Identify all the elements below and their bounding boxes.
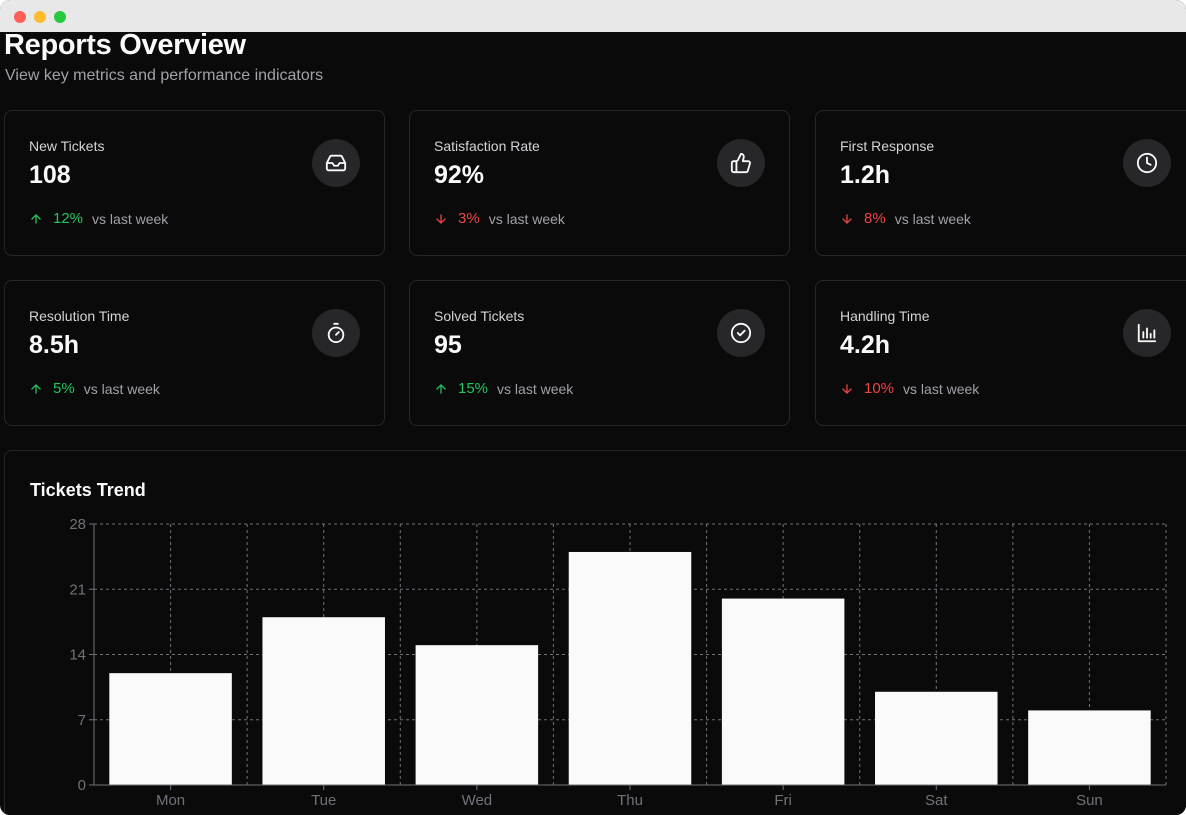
arrow-up-icon [31, 213, 41, 224]
x-tick-label: Mon [156, 792, 185, 809]
metric-change-percent: 15% [458, 380, 489, 397]
metric-value: 1.2h [840, 161, 891, 189]
metric-card-resolution-time: Resolution Time 8.5h 5% vs last week [4, 280, 385, 426]
x-tick-label: Fri [774, 792, 792, 809]
timer-icon [327, 322, 345, 344]
title-bar [0, 0, 1186, 32]
metric-change: 12% vs last week [29, 210, 168, 227]
bar-mon[interactable] [109, 673, 232, 785]
metric-value: 4.2h [840, 331, 891, 359]
metric-icon-badge [312, 309, 360, 357]
metric-icon-badge [1123, 309, 1171, 357]
tickets-trend-card: Tickets Trend 0 7 14 21 28 Mon Tue Wed Thu Fri Sat… [4, 450, 1186, 815]
metric-comparison-label: vs last week [894, 210, 971, 227]
x-tick-label: Tue [311, 792, 336, 809]
minimize-window-button[interactable] [34, 11, 46, 23]
metric-value: 8.5h [29, 331, 80, 359]
y-tick-label: 28 [69, 516, 86, 533]
close-window-button[interactable] [14, 11, 26, 23]
y-tick-label: 7 [78, 712, 86, 729]
maximize-window-button[interactable] [54, 11, 66, 23]
y-tick-label: 14 [69, 647, 86, 664]
bar-chart-icon [1137, 323, 1157, 343]
metric-card-new-tickets: New Tickets 108 12% vs last week [4, 110, 385, 256]
metric-icon-badge [717, 139, 765, 187]
metric-value: 108 [29, 161, 71, 189]
metric-card-satisfaction-rate: Satisfaction Rate 92% 3% vs last week [409, 110, 790, 256]
metric-card-handling-time: Handling Time 4.2h 10% vs last week [815, 280, 1186, 426]
x-tick-label: Sun [1076, 792, 1103, 809]
metric-label: Handling Time [840, 308, 930, 324]
metric-change: 10% vs last week [840, 380, 979, 397]
metric-label: First Response [840, 138, 935, 154]
main-content: Reports Overview View key metrics and pe… [0, 29, 1186, 815]
page-title: Reports Overview [4, 29, 246, 61]
metric-icon-badge [717, 309, 765, 357]
metric-change-percent: 12% [53, 210, 84, 227]
arrow-up-icon [31, 383, 41, 394]
metric-change-percent: 3% [458, 210, 480, 227]
inbox-icon [325, 154, 347, 172]
bar-fri[interactable] [721, 598, 845, 785]
chart-title: Tickets Trend [30, 480, 146, 500]
metric-change: 8% vs last week [840, 210, 971, 227]
metric-change: 3% vs last week [434, 210, 565, 227]
arrow-down-icon [842, 213, 852, 224]
metric-card-solved-tickets: Solved Tickets 95 15% vs last week [409, 280, 790, 426]
x-tick-label: Wed [462, 792, 493, 809]
check-circle-icon [730, 322, 752, 344]
bar-sun[interactable] [1028, 710, 1151, 785]
metric-value: 92% [434, 161, 485, 189]
metric-comparison-label: vs last week [903, 380, 980, 397]
arrow-down-icon [842, 383, 852, 394]
x-tick-label: Thu [617, 792, 643, 809]
metric-comparison-label: vs last week [497, 380, 574, 397]
bar-thu[interactable] [568, 551, 692, 785]
page-subtitle: View key metrics and performance indicat… [5, 67, 324, 84]
metric-label: Resolution Time [29, 308, 130, 324]
metric-label: Solved Tickets [434, 308, 525, 324]
metric-change-percent: 8% [864, 210, 886, 227]
clock-icon [1136, 152, 1158, 174]
tickets-trend-chart: 0 7 14 21 28 Mon Tue Wed Thu Fri Sat Sun [69, 516, 1167, 809]
metric-icon-badge [312, 139, 360, 187]
y-tick-label: 0 [78, 777, 86, 794]
metric-comparison-label: vs last week [92, 210, 169, 227]
metric-change-percent: 5% [53, 380, 75, 397]
metric-card-first-response: First Response 1.2h 8% vs last week [815, 110, 1186, 256]
metric-comparison-label: vs last week [83, 380, 160, 397]
bar-wed[interactable] [415, 645, 539, 785]
metric-label: Satisfaction Rate [434, 138, 540, 154]
arrow-up-icon [436, 383, 446, 394]
metric-change: 5% vs last week [29, 380, 160, 397]
bar-sat[interactable] [875, 691, 998, 785]
y-tick-label: 21 [69, 581, 86, 598]
arrow-down-icon [436, 213, 446, 224]
metric-value: 95 [434, 331, 462, 359]
metric-label: New Tickets [29, 138, 105, 154]
metric-change-percent: 10% [864, 380, 895, 397]
bar-tue[interactable] [262, 617, 385, 785]
metric-change: 15% vs last week [434, 380, 573, 397]
metric-comparison-label: vs last week [488, 210, 565, 227]
metric-icon-badge [1123, 139, 1171, 187]
thumbs-up-icon [730, 152, 751, 174]
x-tick-label: Sat [925, 792, 948, 809]
